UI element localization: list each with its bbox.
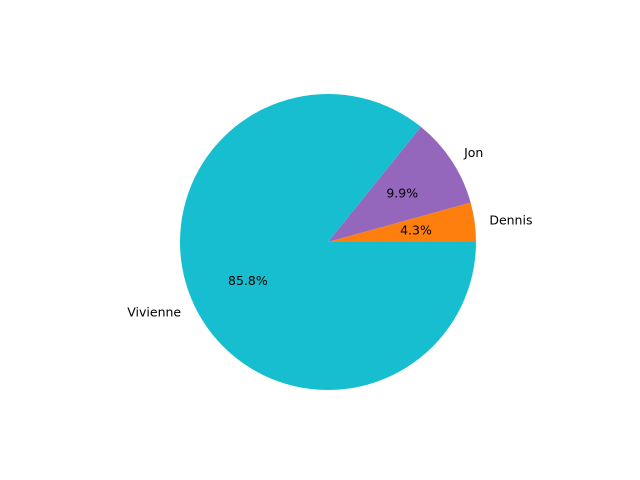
- pie-category-label-dennis: Dennis: [489, 213, 532, 228]
- pie-pct-label-vivienne: 85.8%: [228, 273, 268, 288]
- pie-category-label-jon: Jon: [463, 145, 483, 160]
- pie-category-label-vivienne: Vivienne: [127, 305, 181, 320]
- pie-slice-vivienne: [180, 94, 477, 390]
- pie-pct-label-dennis: 4.3%: [400, 223, 432, 238]
- pie-slice-jon: [328, 126, 471, 242]
- pie-labels: 4.3% Dennis 9.9% Jon 85.8% Vivienne: [127, 145, 532, 320]
- pie-pct-label-jon: 9.9%: [386, 186, 418, 201]
- pie-slice-dennis: [328, 202, 476, 242]
- pie-slices: [180, 94, 477, 390]
